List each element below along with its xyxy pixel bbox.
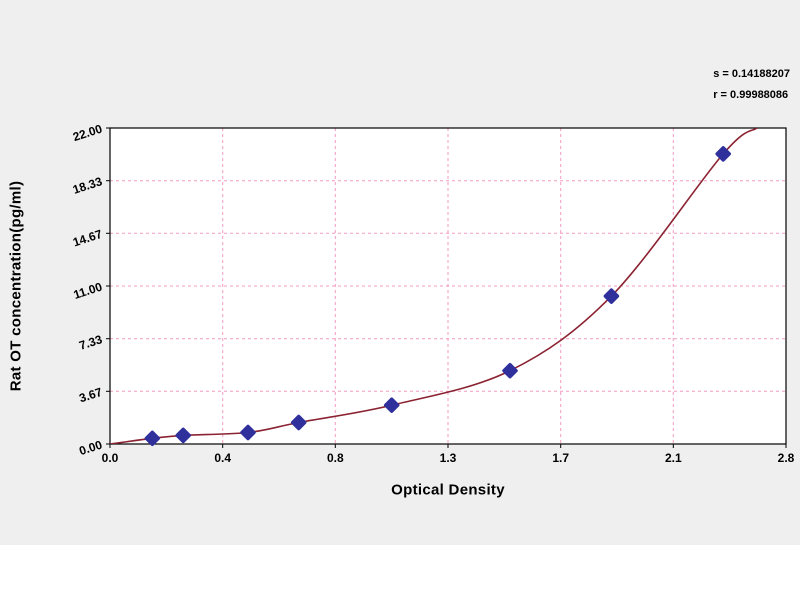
y-tick-label: 0.00 <box>77 437 104 458</box>
x-tick-label: 0.4 <box>214 451 231 465</box>
y-tick-label: 14.67 <box>71 227 104 250</box>
standard-curve-plot: 0.0 0.4 0.8 1.3 1.7 2.1 2.8 0.00 3.67 7.33 11.00 14… <box>71 121 795 465</box>
data-point <box>240 424 256 441</box>
y-tick-label: 11.00 <box>72 279 105 301</box>
data-point <box>502 362 518 379</box>
x-tick-label: 1.7 <box>552 451 569 465</box>
fit-statistics: s = 0.14188207 r = 0.99988086 <box>713 64 790 106</box>
y-tick-label: 3.67 <box>77 385 104 406</box>
chart-panel: 0.0 0.4 0.8 1.3 1.7 2.1 2.8 0.00 3.67 7.33 11.00 14… <box>0 0 800 545</box>
fit-stat-r: r = 0.99988086 <box>713 89 789 101</box>
data-point <box>144 430 161 447</box>
data-point <box>715 146 731 162</box>
data-point <box>175 427 191 444</box>
y-axis-title: Rat OT concentration(pg/ml) <box>7 180 25 392</box>
data-point <box>290 414 307 431</box>
fit-stat-s: s = 0.14188207 <box>713 68 790 80</box>
y-tick-label: 22.00 <box>71 121 104 144</box>
data-point <box>383 397 400 413</box>
y-tick-label: 7.33 <box>77 332 104 353</box>
x-tick-label: 0.0 <box>102 451 119 465</box>
x-tick-label: 2.8 <box>778 451 795 465</box>
x-tick-label: 1.3 <box>440 451 457 465</box>
x-tick-label: 2.1 <box>665 451 682 465</box>
x-axis-title: Optical Density <box>391 481 505 499</box>
data-point <box>603 288 620 304</box>
x-tick-label: 0.8 <box>327 451 344 465</box>
y-tick-label: 18.33 <box>71 174 104 197</box>
